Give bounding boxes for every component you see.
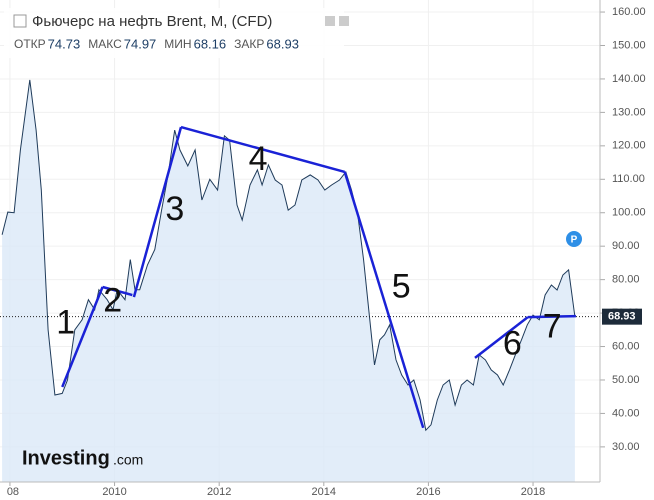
trend-label: 3 — [165, 190, 184, 228]
trend-line — [474, 316, 529, 359]
y-tick-label: 90.00 — [612, 240, 640, 252]
y-tick-label: 50.00 — [612, 374, 640, 386]
chart-title: Фьючерс на нефть Brent, M, (CFD) — [32, 13, 272, 30]
trend-line — [180, 125, 346, 174]
y-tick-label: 140.00 — [612, 73, 646, 85]
watermark-suffix: .com — [113, 452, 143, 468]
quote: ОТКР 74.73 МАКС 74.97 МИН 68.16 ЗАКР 68.93 — [14, 36, 299, 51]
quote-label: МИН — [164, 37, 191, 51]
y-tick-label: 120.00 — [612, 140, 646, 152]
quote-label: ОТКР — [14, 37, 46, 51]
x-tick-label: 2016 — [416, 486, 440, 498]
y-tick-label: 60.00 — [612, 340, 640, 352]
trend-line — [102, 285, 133, 297]
watermark: Investing — [22, 447, 110, 469]
trend-line — [132, 126, 183, 298]
quote-value: 68.93 — [266, 36, 299, 51]
icon — [339, 16, 349, 26]
y-tick-label: 160.00 — [612, 6, 646, 18]
trend-line — [61, 286, 104, 388]
plot — [0, 0, 600, 483]
x-tick-label: 08 — [7, 486, 19, 498]
quote-label: МАКС — [88, 37, 122, 51]
last-price-label: 68.93 — [608, 311, 636, 323]
y-tick-label: 110.00 — [612, 173, 645, 185]
x-tick-label: 2010 — [102, 486, 126, 498]
y-tick-label: 30.00 — [612, 441, 640, 453]
y-tick-label: 100.00 — [612, 207, 646, 219]
y-tick-label: 80.00 — [612, 274, 640, 286]
quote-label: ЗАКР — [234, 37, 264, 51]
trend-label: 5 — [392, 268, 411, 306]
x-tick-label: 2014 — [312, 486, 336, 498]
badge — [566, 231, 582, 247]
trend-line — [527, 314, 576, 319]
area — [2, 79, 575, 483]
y-tick-label: 150.00 — [612, 39, 646, 51]
y-tick-label: 40.00 — [612, 407, 640, 419]
trend-label: 6 — [503, 325, 522, 363]
y-tick-label: 130.00 — [612, 106, 646, 118]
trend-label: 7 — [543, 308, 562, 346]
trend-label: 4 — [249, 140, 268, 178]
x-tick-label: 2018 — [521, 486, 545, 498]
quote-value: 68.16 — [194, 36, 227, 51]
last-price-tag — [602, 308, 642, 325]
trend-line — [343, 171, 425, 429]
icon — [325, 16, 335, 26]
icon — [13, 14, 27, 28]
trend-label: 2 — [103, 281, 122, 319]
trend-label: 1 — [56, 303, 75, 341]
header-bg — [4, 8, 344, 58]
badge-label: P — [571, 235, 578, 246]
x-tick-label: 2012 — [207, 486, 231, 498]
quote-value: 74.73 — [48, 36, 81, 51]
quote-value: 74.97 — [124, 36, 157, 51]
